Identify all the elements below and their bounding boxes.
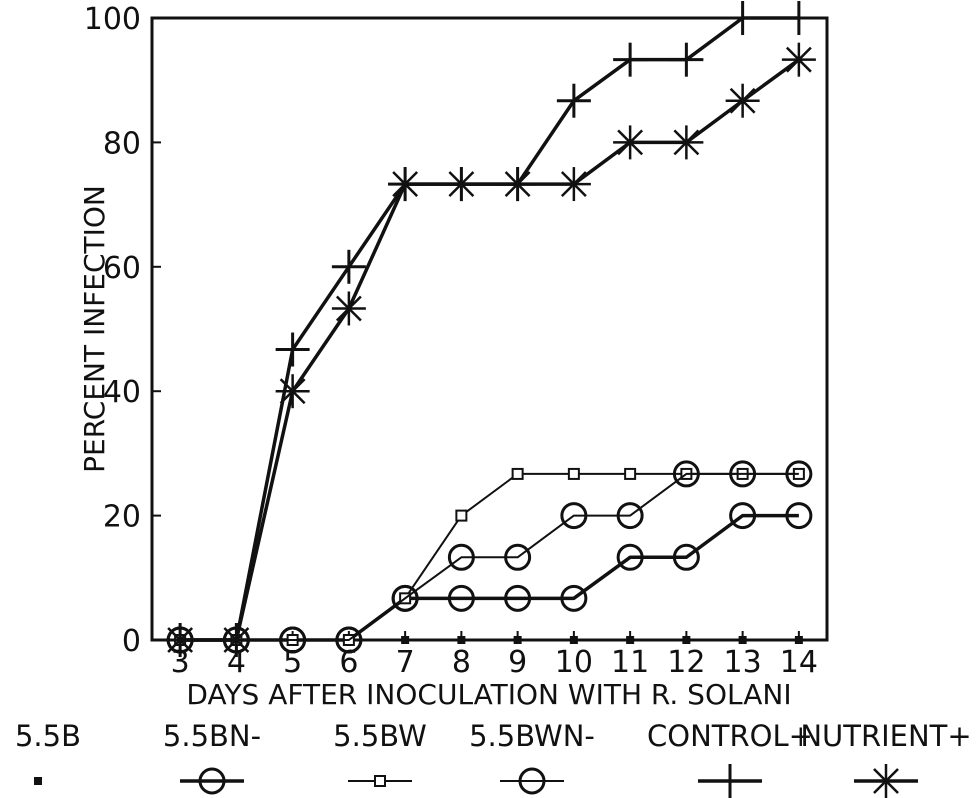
data-point xyxy=(335,626,363,654)
series-5-5bn-minus xyxy=(166,502,813,654)
data-point xyxy=(163,623,198,657)
data-point xyxy=(569,636,578,644)
data-point xyxy=(388,167,423,202)
x-tick-label: 5 xyxy=(283,645,302,680)
data-point xyxy=(457,636,466,644)
x-tick-label: 7 xyxy=(396,645,415,680)
data-point xyxy=(613,125,648,160)
x-tick-label: 14 xyxy=(780,645,818,680)
series-line-5-5bn-minus xyxy=(180,513,799,642)
data-point xyxy=(725,1,760,35)
legend-marker xyxy=(34,777,42,785)
series-line-nutrient-plus xyxy=(180,58,800,642)
data-point xyxy=(556,83,591,118)
x-tick-label: 13 xyxy=(724,645,762,680)
y-tick-label: 20 xyxy=(103,500,141,535)
data-point xyxy=(682,636,691,644)
data-point xyxy=(725,83,760,118)
data-point xyxy=(391,584,419,612)
series-nutrient-plus xyxy=(163,42,816,657)
data-point xyxy=(669,42,704,77)
series-line-5-5bwn-minus xyxy=(180,472,799,641)
x-tick-label: 3 xyxy=(171,645,190,680)
data-point xyxy=(275,374,310,409)
data-point xyxy=(511,467,524,480)
x-tick-label: 6 xyxy=(339,645,358,680)
y-tick-label: 80 xyxy=(103,126,141,161)
data-point xyxy=(616,502,644,530)
x-tick-label: 8 xyxy=(452,645,471,680)
legend-label: 5.5BWN- xyxy=(469,719,595,753)
legend-marker xyxy=(518,767,546,795)
data-point xyxy=(401,636,410,644)
legend-marker xyxy=(869,764,903,798)
data-point xyxy=(447,543,475,571)
y-tick-label: 60 xyxy=(103,251,141,286)
data-point xyxy=(624,467,637,480)
data-point xyxy=(785,502,813,530)
data-point xyxy=(738,636,747,644)
data-point xyxy=(781,42,816,77)
data-point xyxy=(567,467,580,480)
x-tick-label: 10 xyxy=(555,645,593,680)
legend-label: 5.5BN- xyxy=(163,719,261,753)
data-point xyxy=(785,460,813,488)
data-point xyxy=(331,291,366,326)
data-point xyxy=(794,636,803,644)
legend-label: NUTRIENT+ xyxy=(800,719,971,753)
data-point xyxy=(781,1,816,35)
series-5-5bwn-minus xyxy=(166,460,813,654)
legend-marker xyxy=(713,764,747,798)
data-point xyxy=(444,167,479,202)
data-point xyxy=(672,543,700,571)
x-tick-label: 11 xyxy=(611,645,649,680)
data-point xyxy=(513,636,522,644)
legend-label: 5.5BW xyxy=(333,719,427,753)
data-point xyxy=(626,636,635,644)
data-point xyxy=(556,167,591,202)
series-line-control-plus xyxy=(180,16,799,642)
data-point xyxy=(729,460,757,488)
legend-label: 5.5B xyxy=(15,719,81,753)
data-point xyxy=(275,332,310,367)
y-tick-label: 40 xyxy=(103,375,141,410)
y-tick-label: 0 xyxy=(122,624,141,659)
legend-marker xyxy=(374,775,386,787)
legend-label: CONTROL+ xyxy=(647,719,813,753)
data-point xyxy=(455,509,468,522)
x-tick-label: 4 xyxy=(227,645,246,680)
legend: 5.5B 5.5BN- 5.5BW 5.5BWN- CONTROL+NUTRIENT+ xyxy=(15,719,972,798)
data-point xyxy=(729,502,757,530)
legend-marker xyxy=(198,767,226,795)
data-point xyxy=(447,584,475,612)
data-point xyxy=(616,543,644,571)
data-point xyxy=(219,623,254,657)
y-tick-label: 100 xyxy=(84,2,141,37)
data-point xyxy=(613,42,648,77)
data-point xyxy=(500,167,535,202)
x-tick-label: 12 xyxy=(667,645,705,680)
y-axis-label: PERCENT INFECTION xyxy=(78,185,111,473)
data-point xyxy=(669,125,704,160)
x-axis-label: DAYS AFTER INOCULATION WITH R. SOLANI xyxy=(186,678,791,711)
data-point xyxy=(504,543,532,571)
data-point xyxy=(560,584,588,612)
series-control-plus xyxy=(163,1,816,657)
y-axis: 0 20 40 60 80 100 xyxy=(84,2,161,659)
data-point xyxy=(560,502,588,530)
x-tick-label: 9 xyxy=(508,645,527,680)
data-point xyxy=(331,249,366,284)
data-point xyxy=(279,626,307,654)
series-layer xyxy=(163,1,816,657)
plot-frame xyxy=(150,16,829,642)
x-axis: 3 4 5 6 7 8 9 10 11 12 13 14 xyxy=(171,631,818,680)
data-point xyxy=(672,460,700,488)
data-point xyxy=(504,584,532,612)
